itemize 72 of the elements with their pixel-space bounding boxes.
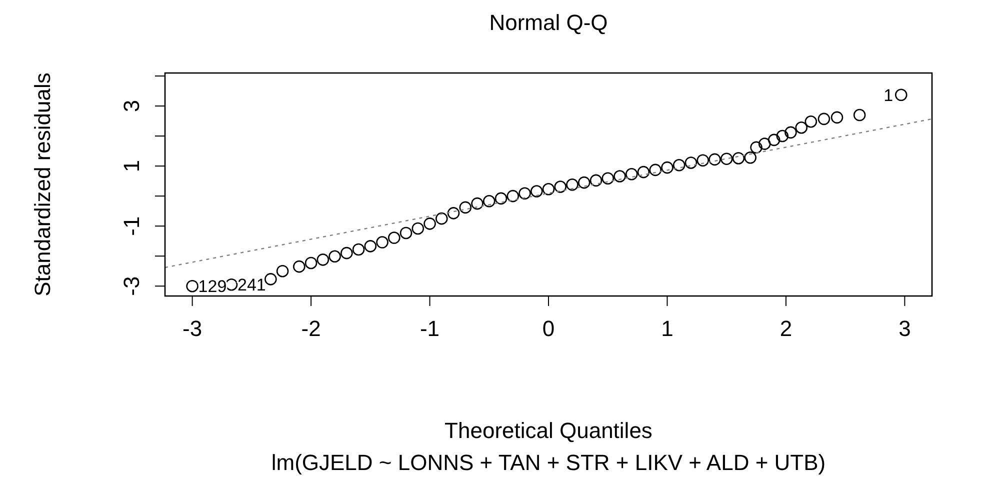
point <box>776 130 789 142</box>
point <box>758 138 771 150</box>
annotation: 241 <box>237 276 266 295</box>
point <box>542 183 555 196</box>
annotation: 129 <box>198 277 227 296</box>
point <box>264 273 277 286</box>
point <box>316 254 330 266</box>
point <box>554 180 567 193</box>
text: lm(GJELD ~ LONNS + TAN + STR + LIKV + ALD + UTB) <box>271 450 826 475</box>
x-tick-label: -3 <box>182 316 202 341</box>
y-tick-label: 1 <box>119 160 144 172</box>
point <box>482 195 496 208</box>
point <box>518 187 531 200</box>
point <box>225 278 238 291</box>
point <box>276 264 289 278</box>
point <box>340 246 353 260</box>
point <box>602 172 614 184</box>
point <box>293 260 306 273</box>
point <box>637 166 650 178</box>
point <box>672 158 686 172</box>
point <box>400 226 412 240</box>
point <box>614 170 626 182</box>
point <box>696 154 709 166</box>
point <box>708 153 721 166</box>
point <box>784 126 797 139</box>
point <box>447 207 460 220</box>
point <box>424 218 436 230</box>
point <box>412 222 424 235</box>
x-axis-title: Theoretical Quantiles <box>444 418 652 443</box>
y-axis-title: Standardized residuals <box>30 72 55 296</box>
point <box>661 161 674 174</box>
point <box>795 121 808 134</box>
point <box>684 156 698 169</box>
point <box>328 250 341 263</box>
y-tick-label: 3 <box>119 100 144 112</box>
point <box>530 185 543 198</box>
x-tick-label: 1 <box>661 316 674 341</box>
x-tick-label: -1 <box>420 316 440 341</box>
point <box>304 256 318 270</box>
point <box>744 151 756 164</box>
point <box>506 190 520 202</box>
point <box>471 197 484 210</box>
point <box>388 232 400 244</box>
point <box>566 178 578 191</box>
point <box>625 168 638 180</box>
point <box>459 201 472 214</box>
point <box>768 134 780 146</box>
x-tick-label: 0 <box>542 316 555 341</box>
point <box>649 164 662 176</box>
point <box>352 243 365 256</box>
y-tick-label: -3 <box>119 276 144 296</box>
point <box>376 236 388 248</box>
point <box>435 212 448 225</box>
point <box>720 152 733 165</box>
y-tick-label: -1 <box>119 216 144 236</box>
point <box>732 152 745 164</box>
point <box>750 141 762 154</box>
x-tick-label: 3 <box>898 316 911 341</box>
point <box>853 108 866 122</box>
point <box>830 111 844 124</box>
point <box>804 115 818 128</box>
x-tick-label: -2 <box>301 316 321 341</box>
chart-title: Normal Q-Q <box>489 10 608 35</box>
point <box>578 176 590 189</box>
x-tick-label: 2 <box>780 316 792 341</box>
annotation: 1 <box>884 86 894 105</box>
point <box>894 88 908 102</box>
point <box>364 240 377 252</box>
point <box>494 192 508 205</box>
point <box>186 280 198 292</box>
point <box>818 112 830 126</box>
point <box>590 174 602 187</box>
